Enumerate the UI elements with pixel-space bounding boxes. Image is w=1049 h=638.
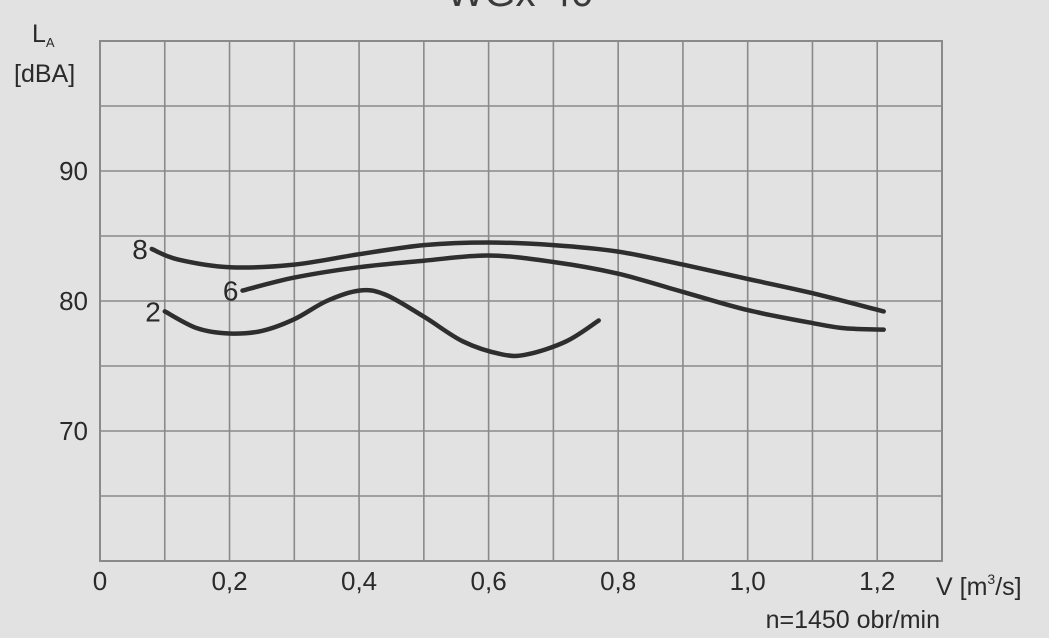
x-axis-label-main: V [m — [936, 573, 987, 601]
x-tick-label: 0 — [93, 566, 107, 596]
x-axis-label-superscript: 3 — [987, 571, 995, 587]
series-curves — [149, 240, 886, 359]
x-axis-label: V [m3/s] — [936, 571, 1022, 601]
y-tick-labels: 70 80 90 — [59, 156, 88, 446]
y-axis-label-main: L — [32, 20, 46, 48]
grid — [100, 41, 942, 561]
series-label-2: 2 — [145, 296, 161, 327]
y-axis-label-subscript: A — [46, 35, 55, 50]
chart-title: WGx-40 — [447, 0, 594, 15]
speed-note: n=1450 obr/min — [766, 606, 940, 634]
y-axis-label: LA — [32, 20, 55, 50]
series-line-6 — [240, 253, 886, 332]
x-tick-label: 1,2 — [859, 566, 895, 596]
series-line-8 — [149, 240, 886, 314]
x-tick-labels: 0 0,2 0,4 0,6 0,8 1,0 1,2 — [93, 566, 896, 596]
y-tick-label: 90 — [59, 156, 88, 186]
plot-frame — [99, 40, 943, 562]
x-tick-label: 0,2 — [211, 566, 247, 596]
y-axis-unit: [dBA] — [14, 60, 75, 88]
series-labels: 8 6 2 — [132, 234, 238, 327]
series-label-6: 6 — [223, 276, 239, 307]
x-tick-label: 1,0 — [730, 566, 766, 596]
series-label-8: 8 — [132, 234, 148, 265]
x-tick-label: 0,8 — [600, 566, 636, 596]
y-tick-label: 70 — [59, 416, 88, 446]
x-tick-label: 0,4 — [341, 566, 377, 596]
y-tick-label: 80 — [59, 286, 88, 316]
series-line-2 — [162, 287, 601, 359]
x-tick-label: 0,6 — [471, 566, 507, 596]
x-axis-label-tail: /s] — [995, 573, 1021, 601]
